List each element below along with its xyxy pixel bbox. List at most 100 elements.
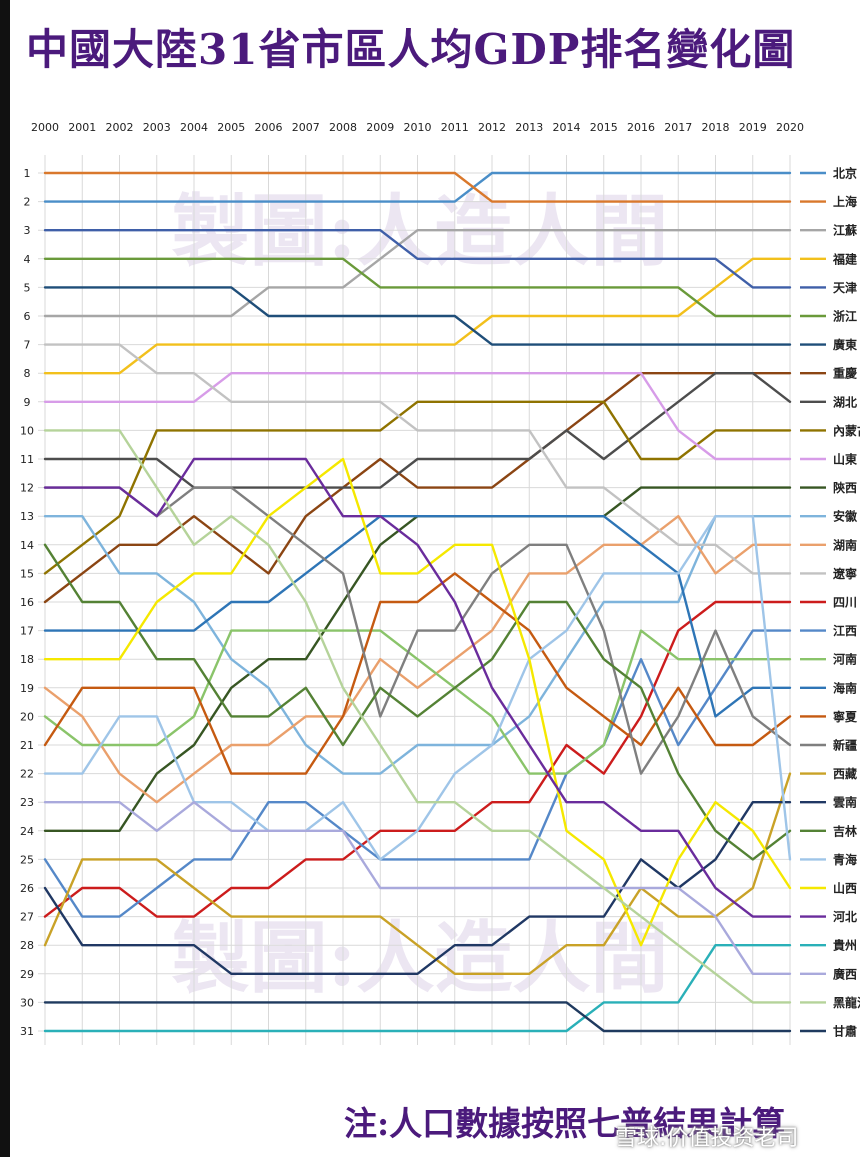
x-tick-label: 2010 [404, 121, 432, 134]
legend-label: 河北 [832, 909, 857, 924]
series-line-甘肅 [43, 1001, 792, 1033]
series-line-江西 [43, 629, 792, 918]
y-axis-ticks: 1234567891011121314151617181920212223242… [20, 167, 34, 1038]
footnote: 注:人口數據按照七普結果計算 [344, 1104, 786, 1143]
watermark: 雪球:价值投资老司 [615, 1126, 799, 1151]
x-tick-label: 2011 [441, 121, 469, 134]
series-line-浙江 [43, 257, 792, 318]
series-line-貴州 [43, 944, 792, 1033]
legend-label: 雲南 [833, 795, 857, 810]
series-line-北京 [43, 171, 792, 203]
series-line-天津 [43, 228, 792, 289]
series-line-福建 [43, 257, 792, 375]
x-tick-label: 2002 [106, 121, 134, 134]
x-tick-label: 2000 [31, 121, 59, 134]
legend-label: 北京 [833, 166, 857, 181]
legend-label: 廣西 [833, 966, 857, 981]
y-tick-label: 27 [20, 911, 34, 924]
x-tick-label: 2013 [515, 121, 543, 134]
y-tick-label: 26 [20, 882, 34, 895]
x-tick-label: 2012 [478, 121, 506, 134]
y-tick-label: 9 [24, 396, 31, 409]
y-tick-label: 31 [20, 1025, 34, 1038]
y-tick-label: 7 [24, 339, 31, 352]
series-line-青海 [43, 515, 792, 861]
legend-label: 陝西 [833, 480, 857, 495]
bg-watermark-top: 製圖:人造人間 [172, 186, 669, 277]
series-line-江蘇 [43, 228, 792, 318]
y-tick-label: 22 [20, 768, 34, 781]
legend-label: 湖北 [833, 394, 857, 409]
series-line-雲南 [43, 801, 792, 975]
x-tick-label: 2018 [702, 121, 730, 134]
x-tick-label: 2009 [366, 121, 394, 134]
legend-label: 吉林 [833, 823, 857, 838]
legend-label: 福建 [832, 251, 858, 266]
y-tick-label: 3 [24, 224, 31, 237]
y-tick-label: 23 [20, 796, 34, 809]
bg-watermark-bottom: 製圖:人造人間 [172, 913, 669, 1004]
legend-label: 湖南 [833, 537, 857, 552]
y-tick-label: 18 [20, 653, 34, 666]
legend-label: 青海 [833, 852, 857, 867]
y-tick-label: 14 [20, 539, 34, 552]
series-lines [43, 171, 792, 1033]
legend-label: 黑龍江 [833, 995, 860, 1010]
y-tick-label: 12 [20, 482, 34, 495]
y-tick-label: 6 [24, 310, 31, 323]
legend-label: 甘肅 [833, 1024, 857, 1039]
series-line-山東 [43, 372, 792, 461]
legend-label: 安徽 [833, 509, 858, 524]
legend-label: 廣東 [833, 337, 857, 352]
legend-label: 內蒙古 [833, 423, 860, 438]
y-tick-label: 4 [24, 253, 31, 266]
legend-label: 新疆 [833, 738, 857, 753]
series-line-吉林 [43, 543, 792, 861]
y-tick-label: 20 [20, 710, 34, 723]
y-tick-label: 29 [20, 968, 34, 981]
x-axis-ticks: 2000 2001 2002 2003 2004 2005 2006 2007 2008 2009… [31, 121, 804, 134]
y-tick-label: 15 [20, 567, 34, 580]
legend-label: 海南 [833, 680, 857, 695]
series-line-廣西 [43, 801, 792, 975]
x-tick-label: 2015 [590, 121, 618, 134]
y-tick-label: 16 [20, 596, 34, 609]
y-tick-label: 10 [20, 424, 34, 437]
y-tick-label: 24 [20, 825, 34, 838]
left-frame-bar [0, 0, 10, 1157]
y-tick-label: 21 [20, 739, 34, 752]
legend: 北京上海江蘇福建天津浙江廣東重慶湖北內蒙古山東陝西安徽湖南遼寧四川江西河南海南寧… [800, 166, 860, 1039]
series-line-湖南 [43, 515, 792, 804]
y-tick-label: 30 [20, 996, 34, 1009]
x-tick-label: 2004 [180, 121, 208, 134]
legend-label: 上海 [833, 194, 857, 209]
y-tick-label: 13 [20, 510, 34, 523]
x-tick-label: 2008 [329, 121, 357, 134]
series-line-廣東 [43, 286, 792, 346]
y-tick-label: 8 [24, 367, 31, 380]
x-tick-label: 2020 [776, 121, 804, 134]
legend-label: 山西 [833, 881, 857, 896]
series-line-河南 [43, 629, 792, 775]
series-line-黑龍江 [43, 429, 792, 1004]
series-line-內蒙古 [43, 400, 792, 575]
x-tick-label: 2005 [217, 121, 245, 134]
legend-label: 江蘇 [833, 223, 857, 238]
legend-label: 河南 [832, 652, 857, 667]
y-tick-label: 1 [24, 167, 31, 180]
legend-label: 浙江 [833, 309, 857, 324]
x-tick-label: 2003 [143, 121, 171, 134]
series-line-上海 [43, 171, 792, 203]
legend-label: 寧夏 [833, 709, 858, 724]
legend-label: 山東 [833, 452, 857, 467]
series-line-重慶 [43, 372, 792, 604]
legend-label: 遼寧 [833, 566, 857, 581]
x-tick-label: 2001 [68, 121, 96, 134]
y-tick-label: 25 [20, 853, 34, 866]
x-tick-label: 2017 [664, 121, 692, 134]
legend-label: 西藏 [833, 766, 857, 781]
y-tick-label: 11 [20, 453, 34, 466]
x-tick-label: 2016 [627, 121, 655, 134]
y-tick-label: 28 [20, 939, 34, 952]
